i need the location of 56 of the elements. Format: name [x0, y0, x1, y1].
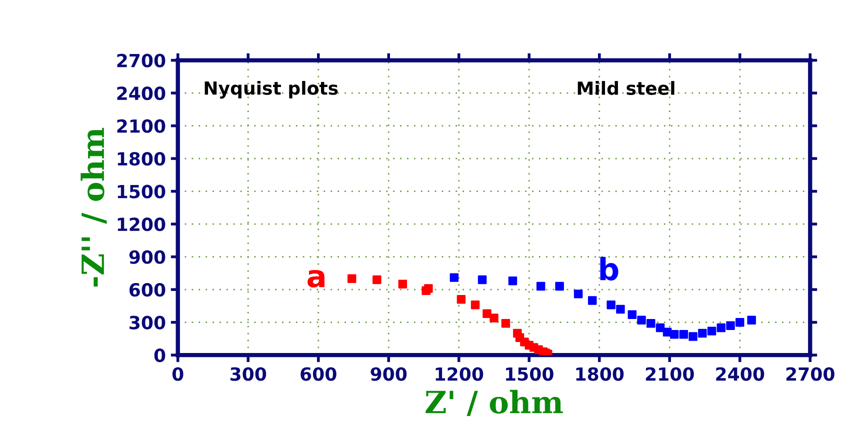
point — [450, 273, 459, 282]
point — [536, 282, 546, 291]
point — [716, 323, 726, 332]
point — [555, 282, 564, 291]
x-tick-label: 900 — [370, 367, 407, 381]
point — [670, 330, 679, 339]
series-label: b — [600, 256, 618, 281]
point — [616, 304, 625, 314]
y-tick-label: 1500 — [118, 184, 166, 198]
point — [747, 316, 756, 325]
y-tick-label: 900 — [129, 250, 166, 264]
point — [508, 276, 518, 286]
annotation: Mild steel — [578, 81, 674, 95]
x-tick-label: 1800 — [576, 367, 624, 381]
point — [478, 275, 487, 284]
point — [482, 309, 492, 318]
point — [688, 332, 698, 341]
x-tick-label: 1200 — [436, 367, 484, 381]
point — [470, 300, 480, 310]
x-tick-label: 300 — [230, 367, 266, 381]
annotation: Nyquist plots — [204, 80, 338, 99]
point — [707, 326, 716, 336]
x-tick-label: 2400 — [716, 367, 764, 381]
point — [574, 290, 583, 298]
point — [588, 296, 597, 305]
point — [646, 319, 656, 328]
y-tick-label: 2100 — [117, 119, 166, 133]
point — [501, 319, 510, 328]
y-tick-label: 2700 — [117, 54, 166, 68]
point — [698, 328, 707, 338]
x-tick-label: 0 — [172, 367, 184, 381]
point — [490, 314, 498, 322]
series-label: a — [308, 270, 324, 288]
point — [398, 280, 408, 288]
point — [456, 295, 466, 304]
y-tick-label: 600 — [130, 283, 166, 297]
x-axis-title: Z' / ohm — [426, 390, 563, 416]
y-tick-label: 2400 — [117, 86, 166, 100]
x-tick-label: 2100 — [646, 367, 694, 381]
point — [726, 321, 735, 330]
point — [424, 284, 433, 293]
y-tick-label: 1800 — [118, 152, 166, 166]
point — [679, 330, 688, 339]
y-axis-title: -Z'' / ohm — [80, 128, 107, 287]
point — [637, 316, 646, 325]
y-tick-label: 300 — [130, 316, 166, 330]
point — [736, 318, 744, 327]
x-tick-label: 2700 — [786, 367, 834, 381]
point — [347, 274, 356, 284]
x-tick-label: 1500 — [506, 367, 554, 381]
point — [606, 300, 616, 310]
y-tick-label: 0 — [154, 348, 166, 362]
point — [628, 310, 637, 320]
point — [372, 275, 382, 284]
y-tick-label: 1200 — [118, 218, 166, 232]
x-tick-label: 600 — [300, 367, 336, 381]
